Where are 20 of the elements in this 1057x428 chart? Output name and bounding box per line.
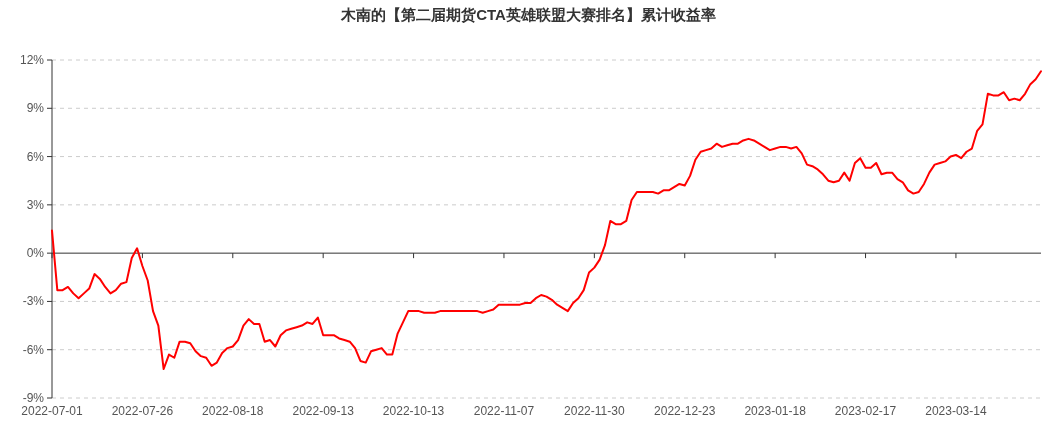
- x-tick-label: 2022-12-23: [654, 404, 716, 418]
- x-tick-label: 2023-01-18: [744, 404, 807, 418]
- y-tick-label: 9%: [26, 101, 45, 116]
- y-tick-label: 12%: [19, 53, 45, 67]
- y-tick-label: -3%: [22, 294, 45, 309]
- x-tick-label: 2023-03-14: [925, 404, 987, 418]
- y-tick-label: -9%: [22, 391, 45, 405]
- y-tick-label: -6%: [22, 342, 45, 357]
- x-tick-label: 2022-09-13: [292, 404, 355, 418]
- x-tick-label: 2022-10-13: [382, 404, 445, 418]
- x-tick-label: 2023-02-17: [834, 404, 897, 418]
- y-tick-label: 6%: [26, 149, 45, 164]
- y-tick-label: 0%: [26, 246, 45, 261]
- x-tick-label: 2022-11-07: [473, 404, 535, 418]
- x-tick-label: 2022-11-30: [564, 404, 625, 418]
- y-tick-label: 3%: [26, 197, 45, 212]
- x-tick-label: 2022-07-01: [21, 404, 84, 418]
- x-tick-label: 2022-08-18: [202, 404, 264, 418]
- x-tick-label: 2022-07-26: [111, 404, 174, 418]
- chart-title: 木南的【第二届期货CTA英雄联盟大赛排名】累计收益率: [340, 6, 716, 23]
